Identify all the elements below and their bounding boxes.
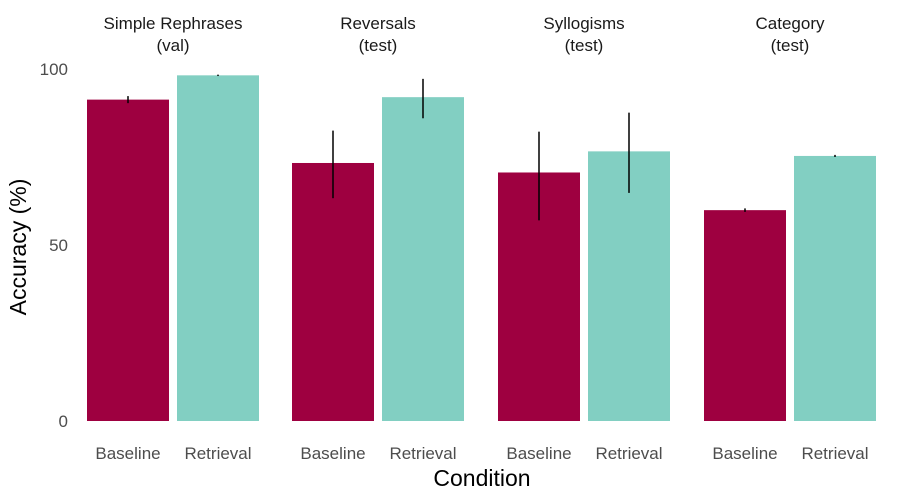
x-tick-label: Retrieval: [595, 444, 662, 463]
y-axis: 0 50 100: [40, 60, 68, 431]
facet-panel: Category (test) Baseline Retrieval: [704, 14, 876, 463]
facet-title: Syllogisms: [543, 14, 624, 33]
bar-baseline: [704, 210, 786, 421]
facet-subtitle: (test): [565, 36, 604, 55]
x-tick-label: Retrieval: [801, 444, 868, 463]
facet-subtitle: (val): [156, 36, 189, 55]
x-axis-title: Condition: [433, 465, 530, 491]
facet-subtitle: (test): [771, 36, 810, 55]
bar-retrieval: [382, 97, 464, 421]
facet-title: Simple Rephrases: [104, 14, 243, 33]
x-tick-label: Baseline: [95, 444, 160, 463]
facet-panel: Reversals (test) Baseline Retrieval: [292, 14, 464, 463]
x-tick-label: Retrieval: [389, 444, 456, 463]
bar-baseline: [87, 99, 169, 422]
bar-baseline: [292, 162, 374, 421]
x-tick-label: Baseline: [300, 444, 365, 463]
bar-retrieval: [588, 151, 670, 422]
y-axis-title: Accuracy (%): [5, 179, 31, 316]
bar-retrieval: [177, 75, 259, 421]
facet-subtitle: (test): [359, 36, 398, 55]
x-tick-label: Retrieval: [184, 444, 251, 463]
facet-panels: Simple Rephrases(val)Baseline RetrievalRe…: [87, 14, 876, 463]
y-tick-label: 100: [40, 60, 68, 79]
y-tick-label: 50: [49, 236, 68, 255]
facet-panel: Syllogisms (test) Baseline Retrieval: [498, 14, 670, 463]
facet-title: Category: [756, 14, 825, 33]
x-tick-label: Baseline: [506, 444, 571, 463]
facet-panel: Simple Rephrases (val) Baseline Retrieval: [87, 14, 259, 463]
facet-title: Reversals: [340, 14, 416, 33]
y-tick-label: 0: [59, 412, 68, 431]
x-tick-label: Baseline: [712, 444, 777, 463]
bar-retrieval: [794, 155, 876, 421]
